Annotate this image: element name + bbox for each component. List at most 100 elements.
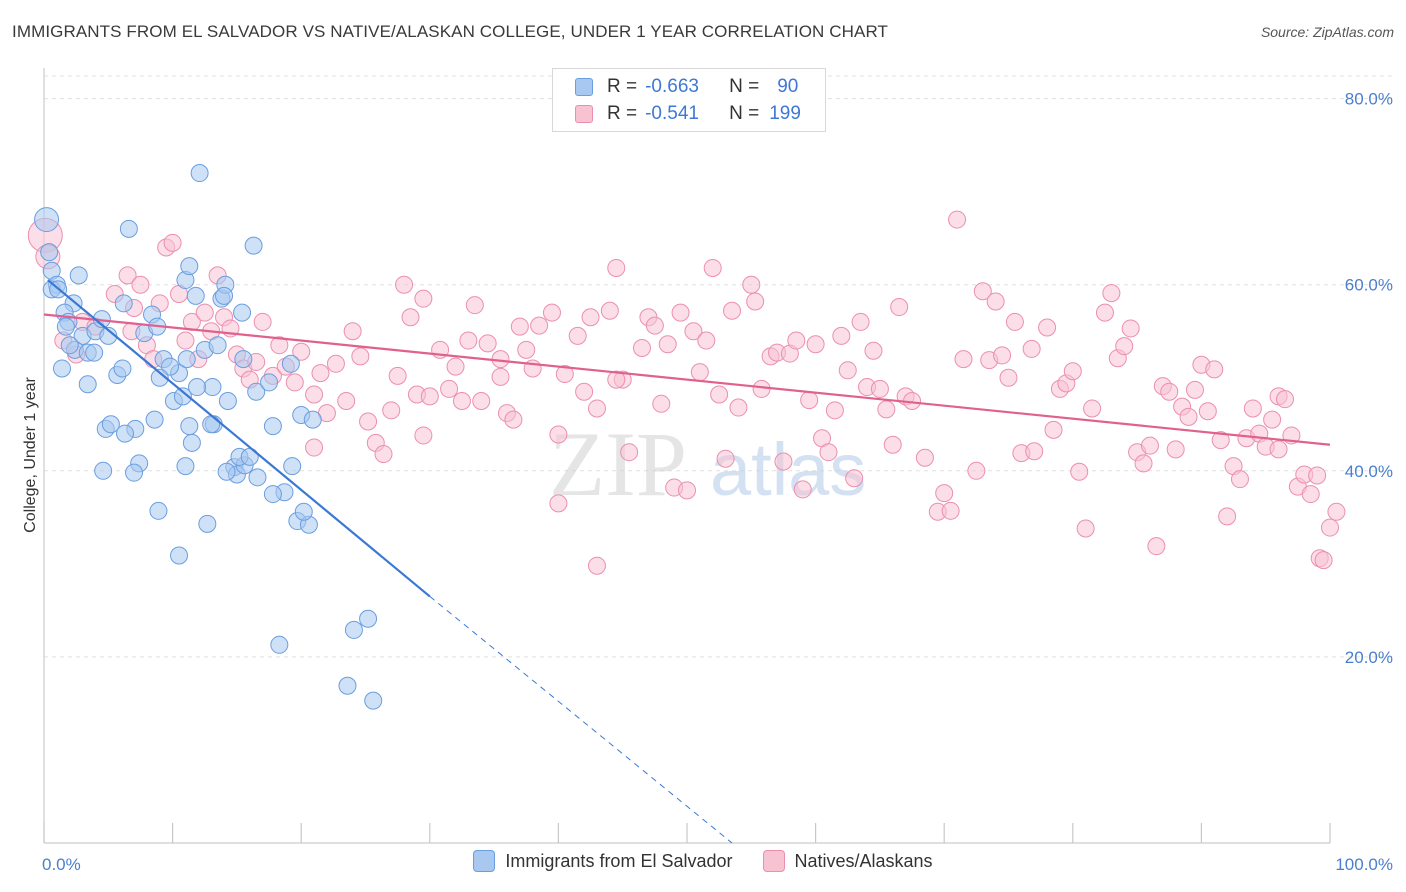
salvador-point bbox=[203, 378, 222, 397]
natives-point bbox=[401, 308, 420, 327]
natives-point bbox=[883, 435, 902, 454]
natives-point bbox=[326, 354, 345, 373]
natives-point bbox=[581, 308, 600, 327]
natives-point bbox=[658, 335, 677, 354]
salvador-trend-line bbox=[47, 279, 431, 598]
natives-point bbox=[1038, 318, 1057, 337]
legend-n-label: N = bbox=[729, 76, 760, 97]
salvador-point bbox=[78, 375, 97, 394]
natives-point bbox=[1083, 399, 1102, 418]
natives-point bbox=[1022, 339, 1041, 358]
legend-r-label: R = bbox=[607, 76, 638, 97]
natives-point bbox=[710, 385, 729, 404]
natives-point bbox=[1314, 551, 1333, 570]
natives-point bbox=[716, 449, 735, 468]
source-label: Source: ZipAtlas.com bbox=[1260, 24, 1394, 40]
natives-points bbox=[27, 210, 1346, 575]
natives-point bbox=[452, 392, 471, 411]
natives-point bbox=[800, 391, 819, 410]
natives-point bbox=[337, 392, 356, 411]
salvador-point bbox=[208, 336, 227, 355]
salvador-point bbox=[101, 415, 120, 434]
natives-point bbox=[374, 445, 393, 464]
natives-point bbox=[993, 346, 1012, 365]
legend-item-natives[interactable]: Natives/Alaskans bbox=[762, 850, 933, 872]
salvador-point bbox=[338, 676, 357, 695]
salvador-point bbox=[53, 359, 72, 378]
salvador-point bbox=[34, 207, 60, 233]
salvador-point bbox=[198, 514, 217, 533]
salvador-point bbox=[60, 336, 79, 355]
salvador-point bbox=[217, 462, 236, 481]
natives-point bbox=[819, 443, 838, 462]
salvador-point bbox=[233, 303, 252, 322]
natives-point bbox=[787, 331, 806, 350]
salvador-point bbox=[283, 457, 302, 476]
natives-point bbox=[292, 342, 311, 361]
natives-point bbox=[1275, 390, 1294, 409]
salvador-point bbox=[56, 317, 75, 336]
legend-label-salvador: Immigrants from El Salvador bbox=[505, 850, 733, 871]
natives-point bbox=[1301, 485, 1320, 504]
natives-point bbox=[555, 365, 574, 384]
natives-point bbox=[678, 481, 696, 500]
natives-point bbox=[1070, 462, 1089, 481]
natives-point bbox=[915, 448, 934, 467]
legend-n-label: N = bbox=[729, 103, 760, 124]
natives-point bbox=[1327, 502, 1346, 521]
natives-point bbox=[1263, 410, 1282, 429]
natives-point bbox=[568, 326, 587, 345]
salvador-point bbox=[40, 243, 59, 262]
natives-point bbox=[549, 425, 568, 444]
natives-point bbox=[131, 275, 150, 294]
natives-point bbox=[414, 289, 433, 308]
salvador-point bbox=[150, 368, 169, 387]
legend-label-natives: Natives/Alaskans bbox=[794, 850, 933, 871]
natives-point bbox=[1063, 362, 1082, 381]
natives-point bbox=[1218, 507, 1237, 526]
salvador-point bbox=[281, 354, 300, 373]
natives-point bbox=[851, 312, 870, 331]
natives-point bbox=[285, 373, 304, 392]
natives-point bbox=[305, 438, 324, 457]
y-tick-label: 60.0% bbox=[1345, 276, 1393, 295]
natives-point bbox=[1205, 360, 1224, 379]
salvador-point bbox=[263, 485, 282, 504]
natives-point bbox=[530, 316, 549, 335]
natives-point bbox=[1160, 382, 1179, 401]
natives-point bbox=[270, 336, 289, 355]
natives-point bbox=[793, 480, 812, 499]
x-tick-label: 100.0% bbox=[1335, 855, 1393, 874]
salvador-point bbox=[186, 286, 205, 305]
natives-point bbox=[305, 385, 324, 404]
natives-point bbox=[388, 366, 407, 385]
natives-point bbox=[510, 317, 529, 336]
natives-point bbox=[845, 469, 864, 488]
legend-swatch-blue bbox=[473, 850, 496, 872]
natives-point bbox=[954, 350, 973, 369]
salvador-trend-extension bbox=[429, 596, 733, 844]
natives-point bbox=[1185, 380, 1204, 399]
legend-r-label: R = bbox=[607, 103, 638, 124]
natives-point bbox=[671, 303, 690, 322]
salvador-point bbox=[247, 382, 266, 401]
legend-item-salvador[interactable]: Immigrants from El Salvador bbox=[473, 850, 733, 872]
natives-point bbox=[697, 331, 716, 350]
x-tick-label: 0.0% bbox=[42, 855, 81, 874]
natives-point bbox=[395, 275, 414, 294]
legend-n-value: 90 bbox=[777, 76, 799, 97]
natives-point bbox=[703, 258, 722, 277]
salvador-point bbox=[364, 691, 383, 710]
natives-point bbox=[620, 443, 639, 462]
salvador-point bbox=[116, 424, 135, 443]
natives-point bbox=[542, 303, 561, 322]
salvador-point bbox=[177, 350, 196, 369]
natives-point bbox=[1076, 519, 1095, 538]
salvador-point bbox=[218, 392, 237, 411]
salvador-point bbox=[180, 257, 199, 276]
natives-point bbox=[607, 258, 626, 277]
natives-point bbox=[870, 379, 889, 398]
salvador-point bbox=[85, 343, 104, 362]
tick-labels: 20.0% 40.0% 60.0% 80.0% 0.0% 100.0% bbox=[42, 90, 1393, 874]
legend-swatch-pink bbox=[575, 105, 593, 123]
